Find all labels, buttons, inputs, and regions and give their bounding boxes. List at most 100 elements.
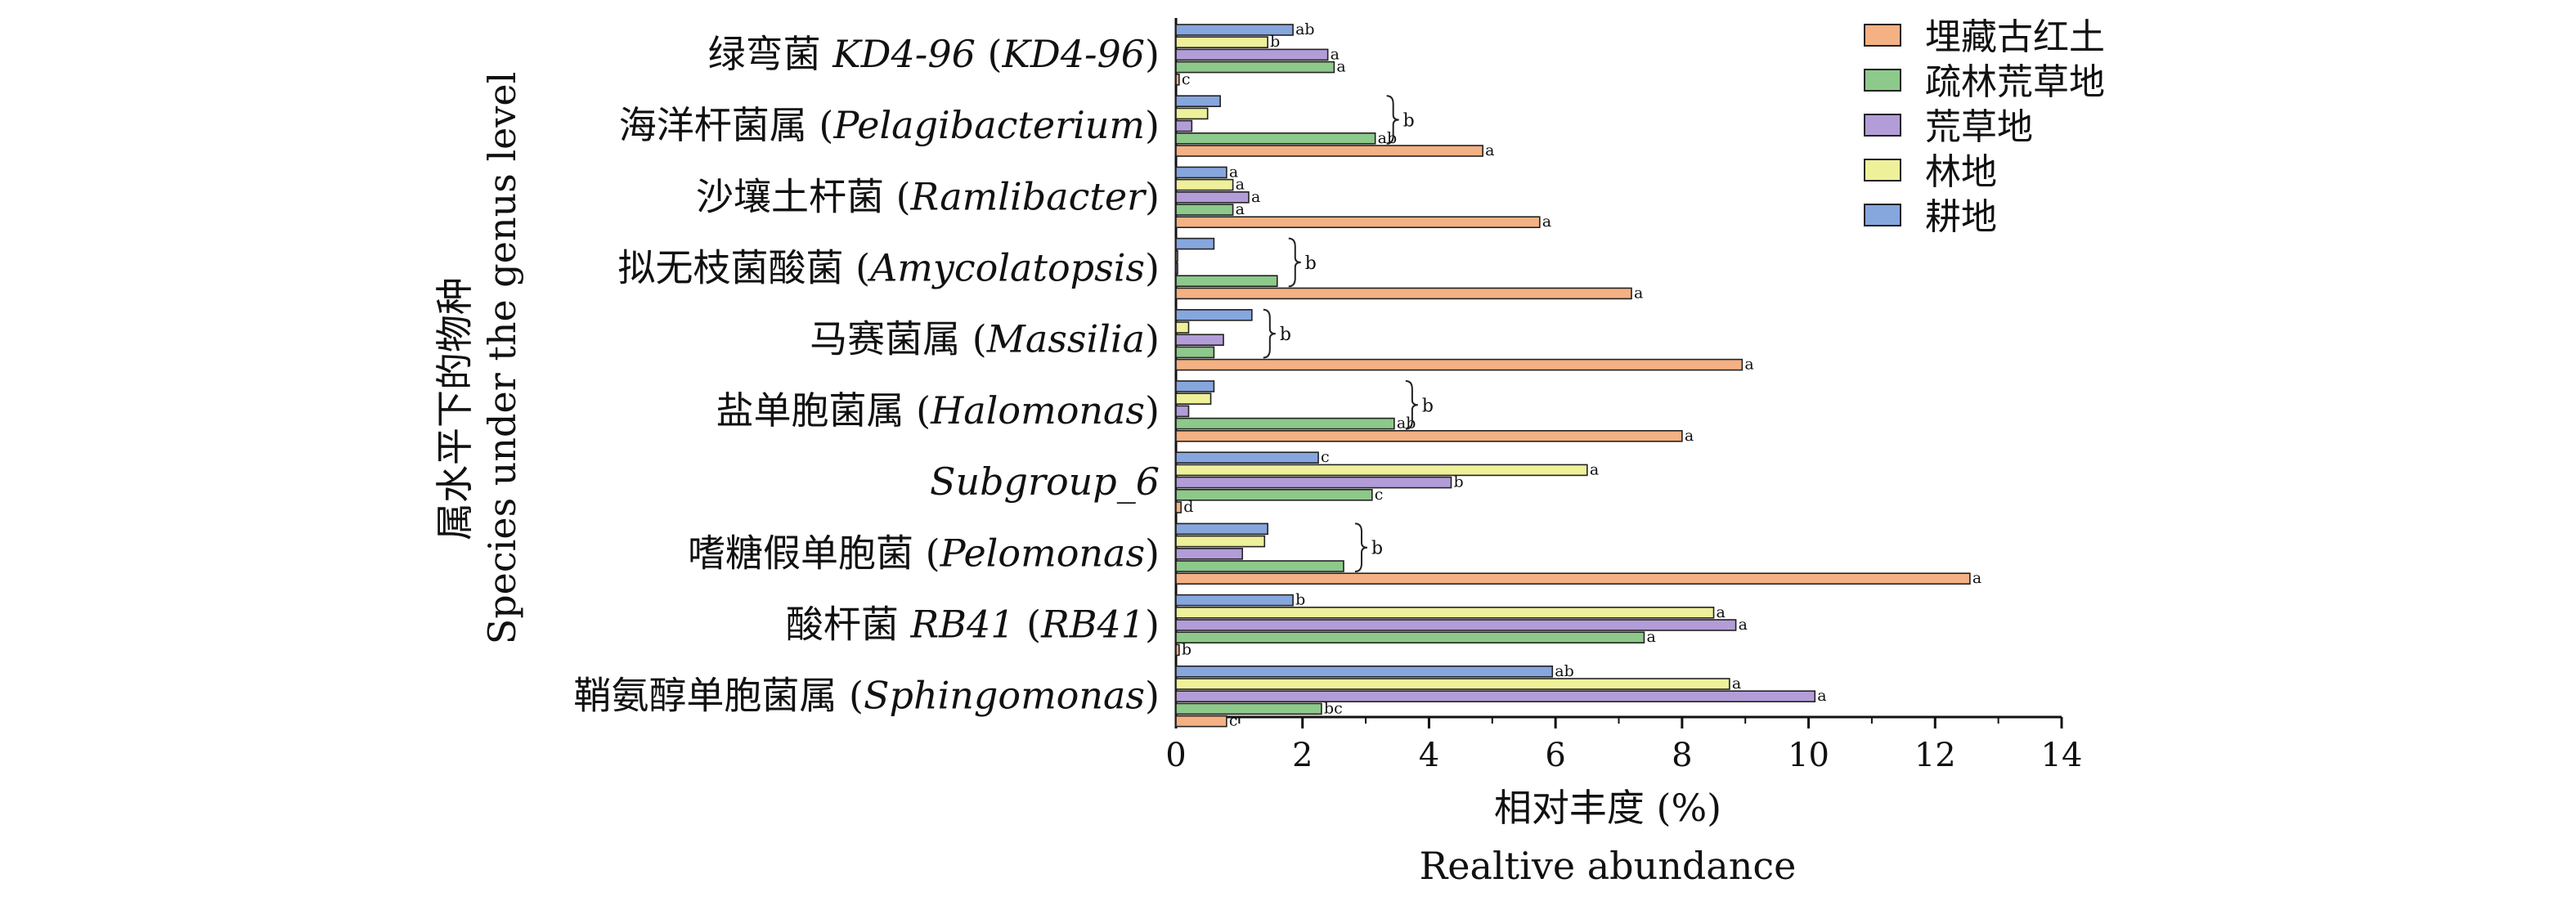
bar <box>1175 24 1294 36</box>
group-bracket-label: b <box>1305 253 1317 274</box>
bar <box>1175 145 1483 157</box>
y-axis-title-en: Species under the genus level <box>480 72 524 645</box>
legend-swatch <box>1864 159 1901 182</box>
significance-label: a <box>1331 45 1340 63</box>
significance-label: c <box>1321 448 1330 466</box>
significance-label: b <box>1454 473 1464 491</box>
bar <box>1175 522 1268 536</box>
significance-label: a <box>1336 58 1345 76</box>
group-bracket <box>1263 308 1276 359</box>
bar <box>1175 476 1452 489</box>
category-label: 拟无枝菌酸菌 (Amycolatopsis) <box>617 246 1160 290</box>
bar <box>1175 572 1971 585</box>
group-bracket <box>1405 380 1418 430</box>
bar-group: a <box>1175 522 1981 587</box>
bar-group: c a b c d <box>1175 448 1599 516</box>
bar <box>1175 237 1215 250</box>
bar <box>1175 560 1344 572</box>
bar <box>1175 619 1737 631</box>
bar <box>1175 48 1329 61</box>
x-tick-label: 8 <box>1672 737 1692 774</box>
bar <box>1175 451 1319 464</box>
legend-item: 耕地 <box>1864 196 1997 238</box>
bar <box>1175 429 1683 442</box>
bar <box>1175 204 1234 216</box>
significance-label: c <box>1182 70 1191 88</box>
significance-label: a <box>1229 163 1238 181</box>
bar <box>1175 690 1816 703</box>
significance-label: a <box>1817 687 1826 705</box>
x-tick-label: 10 <box>1788 737 1829 774</box>
group-bracket-label: b <box>1403 111 1415 132</box>
significance-label: a <box>1251 188 1260 206</box>
bar <box>1175 334 1224 347</box>
bar <box>1175 287 1632 300</box>
bar <box>1175 678 1730 690</box>
category-label: 盐单胞菌属 (Halomonas) <box>716 388 1160 433</box>
significance-label: a <box>1739 616 1748 634</box>
significance-label: b <box>1295 591 1305 609</box>
bar <box>1175 107 1209 120</box>
significance-label: a <box>1717 603 1726 621</box>
bar <box>1175 191 1250 204</box>
legend-item: 荒草地 <box>1864 106 2033 148</box>
category-label: 鞘氨醇单胞菌属 (Sphingomonas) <box>573 674 1160 718</box>
bar <box>1175 61 1335 74</box>
legend-item: 埋藏古红土 <box>1864 16 2105 58</box>
significance-label: d <box>1183 498 1193 516</box>
legend-swatch <box>1864 24 1901 47</box>
significance-label: a <box>1646 628 1655 646</box>
x-tick-label: 2 <box>1292 737 1313 774</box>
bar <box>1175 631 1645 644</box>
bar-group: ab a <box>1175 95 1495 159</box>
bar <box>1175 346 1215 359</box>
legend-swatch <box>1864 204 1901 226</box>
significance-label: a <box>1744 356 1753 374</box>
significance-label: ab <box>1378 129 1398 147</box>
bar <box>1175 417 1395 430</box>
legend-swatch <box>1864 114 1901 137</box>
group-bracket-label: b <box>1371 539 1383 559</box>
legend-item: 疏林荒草地 <box>1864 61 2105 103</box>
bars-group: abbaacabaaaaaaaaabacabcdabaaababaabccbbb… <box>1175 20 1981 730</box>
bar <box>1175 643 1180 657</box>
significance-label: a <box>1542 213 1551 231</box>
group-bracket <box>1288 237 1301 288</box>
y-axis-title: 属水平下的物种 <box>433 277 477 540</box>
bar <box>1175 275 1278 288</box>
significance-label: ab <box>1295 20 1315 38</box>
bar <box>1175 501 1182 513</box>
bar-group: ab a <box>1175 380 1694 445</box>
bar <box>1175 488 1373 501</box>
bar <box>1175 36 1268 49</box>
bar <box>1175 665 1554 678</box>
category-labels: 绿弯菌 KD4-96 (KD4-96) 海洋杆菌属 (Pelagibacteriu… <box>573 32 1160 718</box>
bar <box>1175 166 1227 179</box>
bar <box>1175 178 1234 191</box>
significance-label: a <box>1972 569 1981 587</box>
category-label: 酸杆菌 RB41 (RB41) <box>786 603 1160 647</box>
bar <box>1175 702 1322 715</box>
group-bracket-label: b <box>1422 396 1434 416</box>
x-tick-label: 0 <box>1165 737 1186 774</box>
x-tick-label: 4 <box>1419 737 1439 774</box>
bar <box>1175 308 1253 321</box>
category-label: 绿弯菌 KD4-96 (KD4-96) <box>708 32 1160 76</box>
x-tick-label: 6 <box>1545 737 1565 774</box>
bar-group: abb aa c <box>1175 20 1346 88</box>
bar <box>1175 358 1744 371</box>
significance-label: a <box>1236 200 1245 218</box>
significance-label: a <box>1685 427 1694 445</box>
bar <box>1175 392 1212 406</box>
bar <box>1175 74 1180 86</box>
bar <box>1175 249 1178 262</box>
bar <box>1175 380 1215 392</box>
significance-label: ab <box>1555 662 1574 680</box>
legend-label: 耕地 <box>1925 196 1997 238</box>
bar <box>1175 216 1541 229</box>
significance-label: a <box>1485 141 1494 159</box>
category-label: 海洋杆菌属 (Pelagibacterium) <box>619 103 1160 147</box>
legend-label: 埋藏古红土 <box>1925 16 2105 58</box>
category-label: 沙壤土杆菌 (Ramlibacter) <box>696 174 1160 218</box>
